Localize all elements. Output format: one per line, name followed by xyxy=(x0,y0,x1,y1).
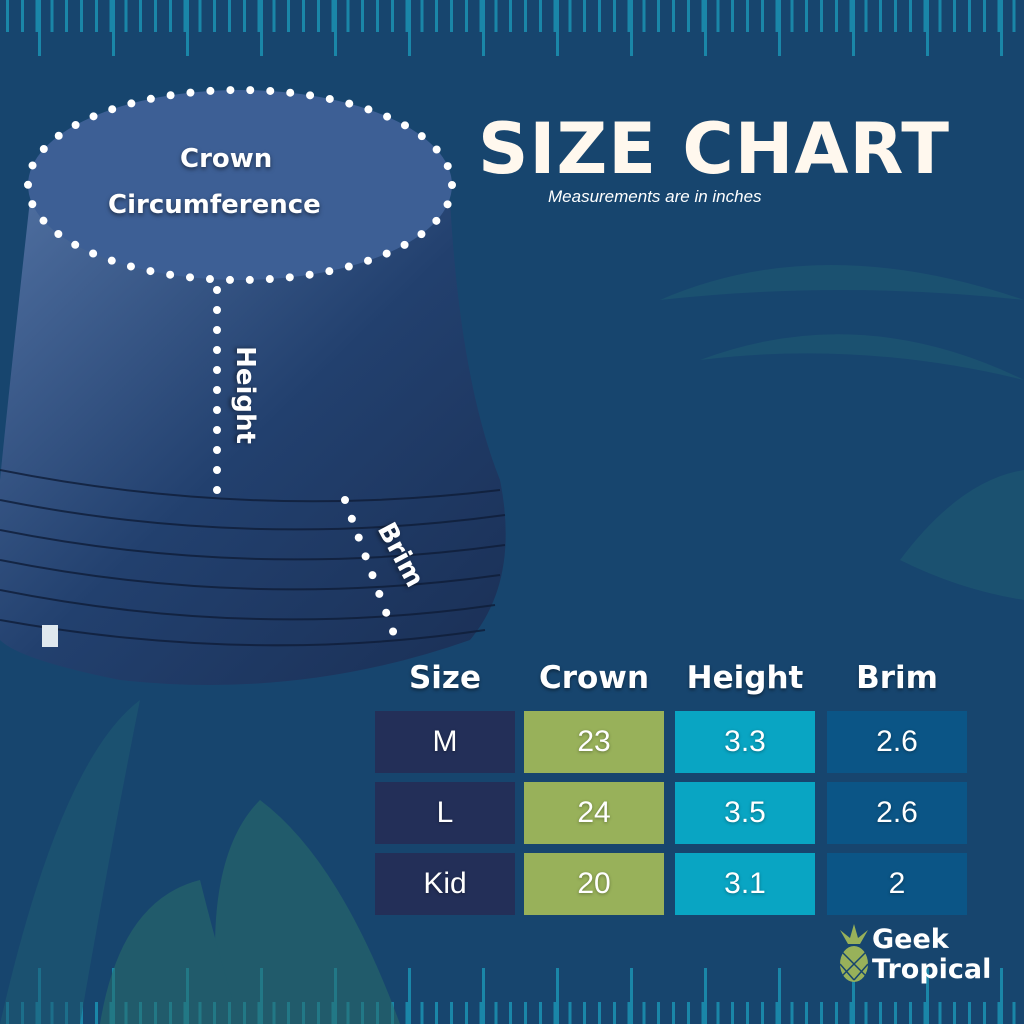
circumference-label: Circumference xyxy=(108,190,321,220)
crown-label: Crown xyxy=(180,144,273,174)
cell-brim: 2 xyxy=(827,853,967,915)
cell-height: 3.5 xyxy=(675,782,815,844)
bucket-hat-illustration xyxy=(0,86,506,685)
height-label: Height xyxy=(229,346,260,444)
brand-line2: Tropical xyxy=(872,954,992,985)
header-brim: Brim xyxy=(856,660,938,696)
brand-line1: Geek xyxy=(872,924,949,955)
cell-height: 3.1 xyxy=(675,853,815,915)
header-size: Size xyxy=(408,660,482,696)
cell-size: L xyxy=(375,782,515,844)
cell-size: Kid xyxy=(375,853,515,915)
ruler-top-decoration xyxy=(0,0,1024,60)
cell-size: M xyxy=(375,711,515,773)
cell-crown: 24 xyxy=(524,782,664,844)
cell-crown: 23 xyxy=(524,711,664,773)
page-title: SIZE CHART xyxy=(478,108,951,190)
header-height: Height xyxy=(686,660,804,696)
cell-crown: 20 xyxy=(524,853,664,915)
pineapple-icon xyxy=(839,924,869,982)
cell-brim: 2.6 xyxy=(827,782,967,844)
brand-logo: Geek Tropical xyxy=(836,924,991,988)
header-crown: Crown xyxy=(538,660,650,696)
page-subtitle: Measurements are in inches xyxy=(548,187,762,206)
cell-brim: 2.6 xyxy=(827,711,967,773)
cell-height: 3.3 xyxy=(675,711,815,773)
